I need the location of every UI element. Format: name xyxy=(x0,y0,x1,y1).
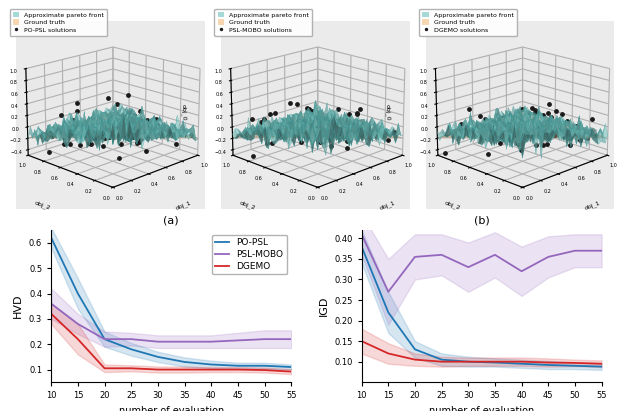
Line: PSL-MOBO: PSL-MOBO xyxy=(51,304,291,342)
DGEMO xyxy=(358,339,365,344)
PO-PSL xyxy=(180,360,188,365)
Line: DGEMO: DGEMO xyxy=(362,341,602,364)
DGEMO xyxy=(287,369,295,374)
PO-PSL xyxy=(74,291,82,296)
PO-PSL xyxy=(545,363,552,367)
Legend: Approximate pareto front, Ground truth, DGEMO solutions: Approximate pareto front, Ground truth, … xyxy=(419,9,516,36)
Text: (a): (a) xyxy=(163,216,179,226)
PO-PSL xyxy=(358,244,365,249)
PO-PSL xyxy=(260,363,268,368)
Y-axis label: IGD: IGD xyxy=(319,296,328,316)
Line: PO-PSL: PO-PSL xyxy=(51,238,291,367)
X-axis label: obj_1: obj_1 xyxy=(174,199,192,210)
PSL-MOBO xyxy=(598,248,605,253)
DGEMO xyxy=(47,312,55,316)
PO-PSL xyxy=(127,347,135,352)
PSL-MOBO xyxy=(47,301,55,306)
DGEMO xyxy=(491,359,499,364)
PO-PSL xyxy=(491,360,499,365)
PO-PSL xyxy=(234,363,242,368)
PSL-MOBO xyxy=(127,337,135,342)
Legend: PO-PSL, PSL-MOBO, DGEMO: PO-PSL, PSL-MOBO, DGEMO xyxy=(212,235,287,274)
PSL-MOBO xyxy=(438,252,445,257)
PSL-MOBO xyxy=(207,339,215,344)
DGEMO xyxy=(518,359,525,364)
DGEMO xyxy=(207,367,215,372)
PO-PSL xyxy=(207,362,215,367)
PSL-MOBO xyxy=(358,232,365,237)
Y-axis label: obj_2: obj_2 xyxy=(444,199,461,210)
DGEMO xyxy=(598,361,605,366)
PSL-MOBO xyxy=(260,337,268,342)
Y-axis label: HVD: HVD xyxy=(13,294,24,319)
PSL-MOBO xyxy=(100,337,108,342)
PO-PSL xyxy=(154,354,162,359)
X-axis label: number of evaluation: number of evaluation xyxy=(118,406,224,411)
DGEMO xyxy=(127,366,135,371)
PO-PSL xyxy=(385,310,392,315)
DGEMO xyxy=(100,366,108,371)
DGEMO xyxy=(411,357,419,362)
Line: DGEMO: DGEMO xyxy=(51,314,291,372)
DGEMO xyxy=(154,367,162,372)
DGEMO xyxy=(571,360,579,365)
PO-PSL xyxy=(47,235,55,240)
PSL-MOBO xyxy=(545,254,552,259)
Line: PSL-MOBO: PSL-MOBO xyxy=(362,234,602,292)
PO-PSL xyxy=(518,361,525,366)
PSL-MOBO xyxy=(74,321,82,326)
PO-PSL xyxy=(465,359,472,364)
Legend: Approximate pareto front, Ground truth, PSL-MOBO solutions: Approximate pareto front, Ground truth, … xyxy=(214,9,312,36)
X-axis label: number of evaluation: number of evaluation xyxy=(429,406,534,411)
DGEMO xyxy=(385,351,392,356)
DGEMO xyxy=(234,367,242,372)
Line: PO-PSL: PO-PSL xyxy=(362,247,602,367)
PSL-MOBO xyxy=(491,252,499,257)
Y-axis label: obj_2: obj_2 xyxy=(34,199,52,210)
PSL-MOBO xyxy=(287,337,295,342)
DGEMO xyxy=(438,359,445,364)
X-axis label: obj_1: obj_1 xyxy=(584,199,602,210)
PO-PSL xyxy=(287,365,295,369)
PSL-MOBO xyxy=(571,248,579,253)
DGEMO xyxy=(74,337,82,342)
PSL-MOBO xyxy=(518,269,525,274)
PO-PSL xyxy=(571,363,579,368)
Legend: Approximate pareto front, Ground truth, PO-PSL solutions: Approximate pareto front, Ground truth, … xyxy=(10,9,107,36)
PO-PSL xyxy=(100,337,108,342)
DGEMO xyxy=(180,367,188,372)
PO-PSL xyxy=(411,347,419,352)
PSL-MOBO xyxy=(385,289,392,294)
DGEMO xyxy=(465,359,472,364)
PO-PSL xyxy=(438,357,445,362)
X-axis label: obj_1: obj_1 xyxy=(379,199,397,210)
PO-PSL xyxy=(598,364,605,369)
PSL-MOBO xyxy=(234,338,242,343)
Text: (b): (b) xyxy=(474,216,490,226)
PSL-MOBO xyxy=(465,265,472,270)
DGEMO xyxy=(545,360,552,365)
PSL-MOBO xyxy=(154,339,162,344)
PSL-MOBO xyxy=(411,254,419,259)
PSL-MOBO xyxy=(180,339,188,344)
Y-axis label: obj_2: obj_2 xyxy=(239,199,257,210)
DGEMO xyxy=(260,367,268,372)
